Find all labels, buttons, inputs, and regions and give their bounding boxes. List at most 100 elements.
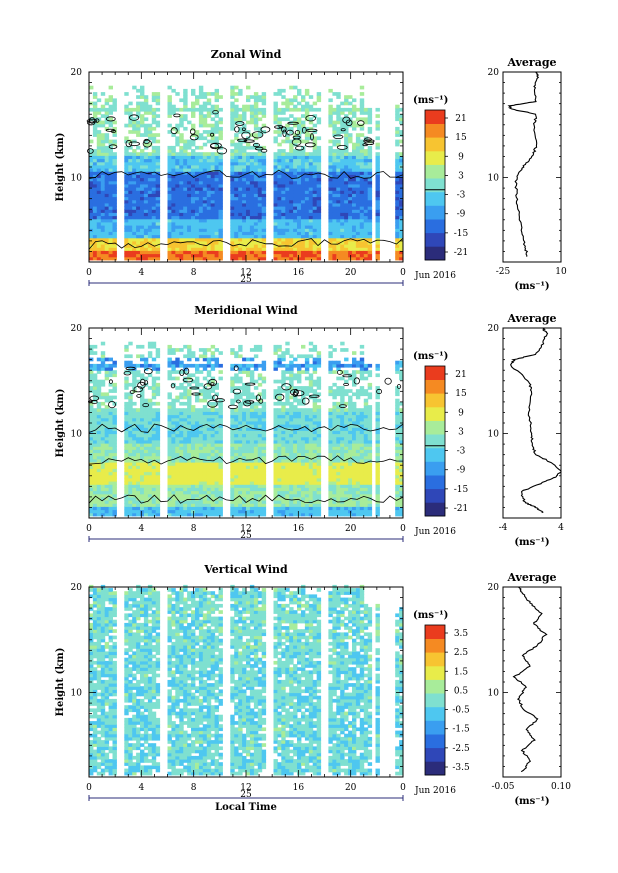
colorbar-frame — [424, 365, 446, 517]
colorbar-unit: (ms⁻¹) — [413, 95, 448, 106]
contour-loop — [143, 138, 150, 144]
contour-loop — [182, 377, 194, 383]
colorbar-segment — [425, 665, 445, 680]
contour-loop — [137, 381, 146, 389]
contour-loop — [396, 384, 402, 389]
contour-loop — [291, 138, 302, 146]
colorbar-tick-label: 21 — [455, 114, 466, 124]
contour-loop — [243, 139, 255, 143]
colorbar-segment — [425, 734, 445, 749]
contour-loop — [233, 365, 239, 372]
contour-loop — [110, 129, 117, 133]
y-axis-label: Height (km) — [55, 389, 66, 458]
contour-loop — [281, 383, 292, 391]
colorbar — [424, 365, 448, 517]
colorbar-segment — [425, 720, 445, 735]
colorbar-segment — [425, 461, 445, 476]
profile-line — [510, 327, 562, 514]
profile-unit: (ms⁻¹) — [514, 537, 549, 548]
contour-loop — [280, 126, 287, 133]
x-tick-label: 4 — [138, 524, 144, 534]
profile-line — [507, 72, 540, 257]
colorbar-segment — [425, 488, 445, 503]
contour-loop — [255, 146, 264, 151]
panel-1: Zonal Wind 10 20 Height (km) 0 4 8 12 16 20 0 25 Jun… — [55, 48, 567, 292]
colorbar-segment — [425, 475, 445, 490]
contour-loop — [244, 400, 255, 404]
profile-x-tick-label: -4 — [499, 523, 508, 533]
colorbar-segment — [425, 178, 445, 193]
panel-title: Zonal Wind — [211, 48, 282, 61]
contour-loop — [345, 119, 353, 126]
colorbar-tick-label: -3.5 — [452, 763, 470, 773]
contour-loop — [125, 140, 133, 148]
profile-x-tick-label: 4 — [558, 523, 564, 533]
colorbar-segment — [425, 219, 445, 234]
colorbar-segment — [425, 379, 445, 394]
colorbar-unit: (ms⁻¹) — [413, 610, 448, 621]
colorbar — [424, 109, 448, 261]
contour-loop — [235, 121, 245, 126]
colorbar-tick-label: 3 — [458, 427, 464, 437]
average-profile: Average 10 20 -0.05 0.10(ms⁻¹) — [488, 571, 572, 807]
contour-lines — [88, 365, 404, 504]
contour-loop — [170, 383, 176, 389]
average-profile: Average 10 20 -4 4 (ms⁻¹) — [488, 312, 565, 548]
x-tick-label: 16 — [293, 268, 305, 278]
y-tick-label: 10 — [71, 430, 83, 440]
contour-line — [88, 237, 404, 250]
contour-loop — [336, 144, 348, 150]
contour-loop — [207, 399, 218, 408]
contour-loop — [170, 127, 178, 135]
contour-loop — [289, 389, 299, 396]
x-tick-label: 12 — [240, 783, 251, 793]
y-tick-label: 20 — [71, 324, 83, 334]
x-tick-label: 0 — [400, 524, 406, 534]
contour-loop — [143, 368, 153, 375]
x-axis-label: Local Time — [215, 802, 277, 813]
colorbar — [424, 624, 448, 776]
colorbar-tick-label: 9 — [458, 408, 464, 418]
y-tick-label: 10 — [71, 174, 83, 184]
contour-loop — [208, 378, 218, 387]
contour-loop — [210, 382, 215, 386]
contour-loop — [144, 380, 149, 385]
profile-title: Average — [506, 56, 556, 69]
colorbar-tick-label: 3.5 — [454, 629, 469, 639]
average-profile: Average 10 20 -25 10 (ms⁻¹) — [488, 56, 567, 292]
contour-loop — [136, 394, 142, 398]
colorbar-segment — [425, 679, 445, 694]
contour-loop — [357, 120, 365, 126]
month-label: Jun 2016 — [414, 786, 456, 796]
contour-loop — [384, 377, 392, 385]
colorbar-segment — [425, 393, 445, 408]
y-tick-label: 20 — [71, 68, 83, 78]
contour-loop — [258, 398, 264, 404]
contour-loop — [376, 388, 383, 395]
colorbar-tick-label: -3 — [457, 447, 466, 457]
contour-loop — [343, 383, 350, 386]
contour-loop — [353, 377, 360, 385]
colorbar-segment — [425, 625, 445, 639]
colorbar-segment — [425, 502, 445, 517]
x-tick-label: 4 — [138, 783, 144, 793]
contour-loop — [189, 128, 196, 135]
x-tick-label: 16 — [293, 783, 305, 793]
colorbar-frame — [424, 624, 446, 776]
profile-x-tick-label: 10 — [555, 267, 567, 277]
colorbar-segment — [425, 761, 445, 776]
x-tick-label: 20 — [345, 524, 357, 534]
x-tick-label: 20 — [345, 783, 357, 793]
profile-x-tick-label: -0.05 — [491, 782, 514, 792]
contour-loop — [227, 404, 238, 410]
contour-loop — [236, 399, 241, 404]
month-label: Jun 2016 — [414, 527, 456, 537]
x-tick-label: 20 — [345, 268, 357, 278]
colorbar-segment — [425, 191, 445, 206]
x-tick-label: 4 — [138, 268, 144, 278]
contour-lines — [86, 110, 404, 250]
profile-title: Average — [506, 312, 556, 325]
colorbar-tick-label: 3 — [458, 171, 464, 181]
colorbar-tick-label: -1.5 — [452, 725, 470, 735]
